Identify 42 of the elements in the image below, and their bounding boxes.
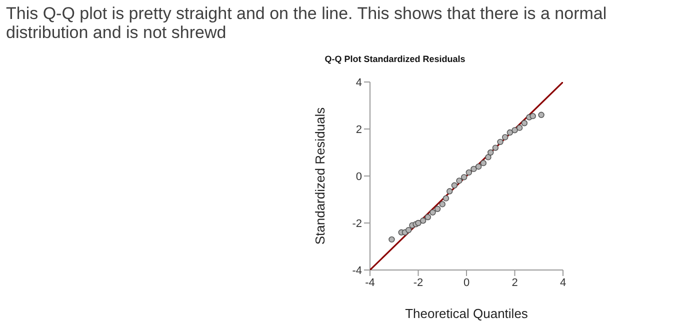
point (485, 154, 492, 160)
point (456, 178, 462, 184)
point (434, 206, 441, 212)
point (439, 201, 446, 208)
point (516, 124, 523, 131)
point (521, 120, 528, 126)
point (470, 166, 477, 172)
x-axis-title: Theoretical Quantiles (405, 306, 528, 321)
y-tick-label: -4 (352, 264, 362, 277)
x-tick-label: 2 (512, 276, 518, 289)
point (497, 138, 504, 146)
point (538, 112, 544, 118)
point (530, 112, 536, 120)
y-tick-label: 2 (356, 124, 362, 136)
x-tick-label: -4 (365, 276, 375, 289)
point (502, 134, 508, 140)
point (492, 144, 499, 151)
x-tick-label: 0 (463, 276, 470, 289)
point (430, 209, 436, 216)
point (424, 214, 431, 220)
point (442, 195, 450, 202)
point (475, 164, 482, 170)
point (460, 174, 468, 180)
point (488, 149, 494, 156)
point (446, 188, 453, 194)
point (512, 127, 518, 134)
x-tick-label: 4 (560, 276, 566, 289)
y-tick-label: 4 (356, 76, 362, 89)
point (506, 129, 514, 136)
point (466, 169, 472, 176)
point (406, 226, 412, 234)
point (415, 220, 422, 226)
y-tick-label: 0 (356, 170, 362, 183)
chart-title: Q-Q Plot Standardized Residuals (324, 54, 466, 64)
y-tick-label: -2 (352, 218, 362, 230)
x-tick-label: -2 (413, 276, 424, 289)
y-axis-title: Standardized Residuals (312, 106, 328, 245)
text: This Q-Q plot is pretty straight and on the line. This shows that there is a normal distribution and is not shrewd (6, 4, 608, 42)
point (480, 160, 486, 166)
point (388, 236, 395, 243)
point (451, 182, 458, 188)
point (420, 218, 426, 224)
